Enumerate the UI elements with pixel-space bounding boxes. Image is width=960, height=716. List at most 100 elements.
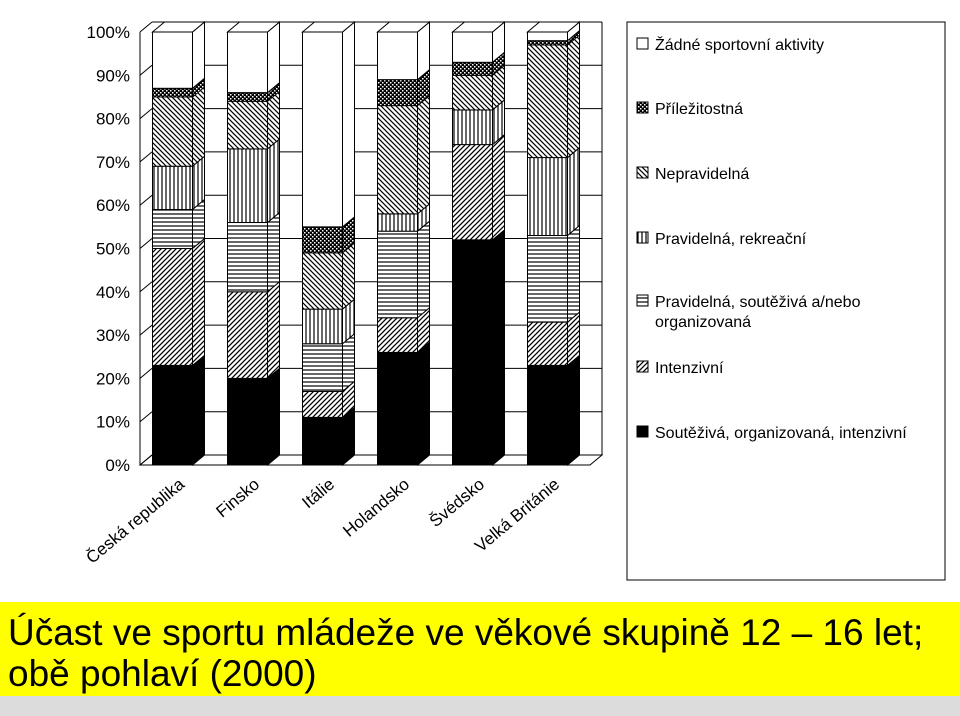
bar-segment-side	[567, 354, 580, 467]
bar-segment-side	[192, 85, 205, 168]
x-tick-label: Holandsko	[339, 475, 413, 541]
bar-segment	[152, 165, 193, 211]
bar-segment	[452, 61, 493, 76]
chart-caption: Účast ve sportu mládeže ve věkové skupin…	[8, 612, 953, 694]
gridline-side	[139, 64, 153, 76]
legend-label: Žádné sportovní aktivity	[655, 35, 824, 54]
caption-line-1: Účast ve sportu mládeže ve věkové skupin…	[8, 612, 924, 653]
bar-segment-side	[192, 354, 205, 467]
bar-segment	[377, 105, 418, 215]
bar-segment	[302, 308, 343, 345]
y-tick-label: 30%	[96, 326, 130, 345]
bar-segment	[227, 148, 268, 224]
gridline-side	[139, 108, 153, 119]
y-tick-label: 0%	[105, 456, 130, 475]
bar-segment-side	[267, 211, 280, 293]
bars	[151, 20, 581, 467]
bar-segment	[302, 226, 343, 254]
gridline-side	[139, 151, 153, 163]
gridline-side	[139, 21, 153, 33]
x-tick-label: Finsko	[212, 475, 263, 522]
legend-swatch	[636, 101, 649, 114]
bar-segment-side	[567, 224, 580, 324]
legend-swatch	[636, 294, 649, 307]
y-tick-label: 60%	[96, 196, 130, 215]
caption-line-2: obě pohlaví (2000)	[8, 653, 317, 694]
bar-segment-side	[192, 237, 205, 367]
bar-segment	[527, 321, 568, 366]
gridline-side	[139, 324, 153, 336]
bar-segment	[152, 248, 193, 366]
bar-segment	[527, 44, 568, 159]
bar-segment	[377, 31, 418, 81]
bar-segment-side	[567, 33, 580, 159]
bar-segment	[452, 144, 493, 241]
bar-segment	[527, 157, 568, 237]
bar-segment-side	[267, 20, 280, 94]
bar-segment	[377, 79, 418, 107]
gridline-side	[139, 194, 153, 206]
gridline-side	[139, 281, 153, 293]
bar-segment	[227, 92, 268, 102]
bar-segment	[152, 31, 193, 89]
bar-segment	[527, 40, 568, 46]
bar-segment	[527, 364, 568, 466]
legend-swatch	[636, 425, 649, 438]
legend-label: Nepravidelná	[655, 166, 749, 183]
y-tick-label: 10%	[96, 413, 130, 432]
bar-segment	[227, 377, 268, 466]
bar-segment-side	[342, 20, 355, 228]
bar-segment-side	[342, 241, 355, 311]
bar-segment	[452, 239, 493, 466]
bar-segment-side	[267, 367, 280, 467]
bar-segment	[377, 213, 418, 232]
legend-swatch	[636, 37, 649, 50]
legend-swatch	[636, 166, 649, 179]
bar-segment	[152, 87, 193, 98]
bar-segment	[452, 31, 493, 63]
bar-segment	[302, 31, 343, 228]
bar-segment-side	[267, 280, 280, 380]
bar-segment	[152, 209, 193, 249]
gridline-side	[139, 238, 153, 249]
gridline-side	[139, 368, 153, 379]
y-tick-label: 40%	[96, 283, 130, 302]
x-axis-labels: Česká republika Finsko Itálie Holandsko Švéd…	[82, 474, 563, 567]
legend-label: Pravidelná, soutěživá a/nebo organizovaná	[655, 294, 861, 331]
legend-swatch	[636, 231, 649, 244]
bar-top	[226, 21, 281, 33]
bar-segment	[302, 252, 343, 310]
legend: Žádné sportovní aktivity Příležitostná Nep…	[626, 21, 946, 581]
y-axis-ticks: 0% 10% 20% 30% 40% 50% 60% 70% 80% 90% 100%	[87, 23, 130, 475]
legend-label: Pravidelná, rekreační	[655, 231, 807, 248]
x-tick-label: Česká republika	[82, 474, 188, 567]
legend-swatch	[636, 360, 649, 373]
bar-top	[526, 21, 581, 33]
y-tick-label: 20%	[96, 369, 130, 388]
gridline-side	[139, 454, 153, 466]
bar-segment	[527, 235, 568, 323]
x-tick-label: Švédsko	[426, 475, 488, 531]
y-tick-label: 50%	[96, 240, 130, 259]
bar-segment-side	[492, 133, 505, 241]
bar-top	[151, 21, 206, 33]
bar-segment-side	[267, 137, 280, 224]
bar-segment	[377, 351, 418, 466]
y-tick-label: 70%	[96, 153, 130, 172]
x-tick-label: Itálie	[298, 475, 338, 513]
legend-label: Intenzivní	[655, 360, 724, 377]
bar-segment	[527, 31, 568, 42]
y-tick-label: 100%	[87, 23, 130, 42]
bar-segment	[377, 230, 418, 319]
legend-label: Soutěživá, organizovaná, intenzivní	[655, 425, 907, 442]
bar-segment	[227, 31, 268, 94]
bar-segment	[452, 109, 493, 146]
stacked-bar-chart: 0% 10% 20% 30% 40% 50% 60% 70% 80% 90% 100% Česká …	[82, 20, 946, 581]
bar-segment	[227, 222, 268, 293]
bar-segment	[227, 100, 268, 150]
bar-segment-side	[417, 220, 430, 319]
bar-segment-side	[567, 146, 580, 237]
bar-segment	[452, 74, 493, 111]
bar-segment	[152, 96, 193, 167]
bar-segment	[152, 364, 193, 466]
